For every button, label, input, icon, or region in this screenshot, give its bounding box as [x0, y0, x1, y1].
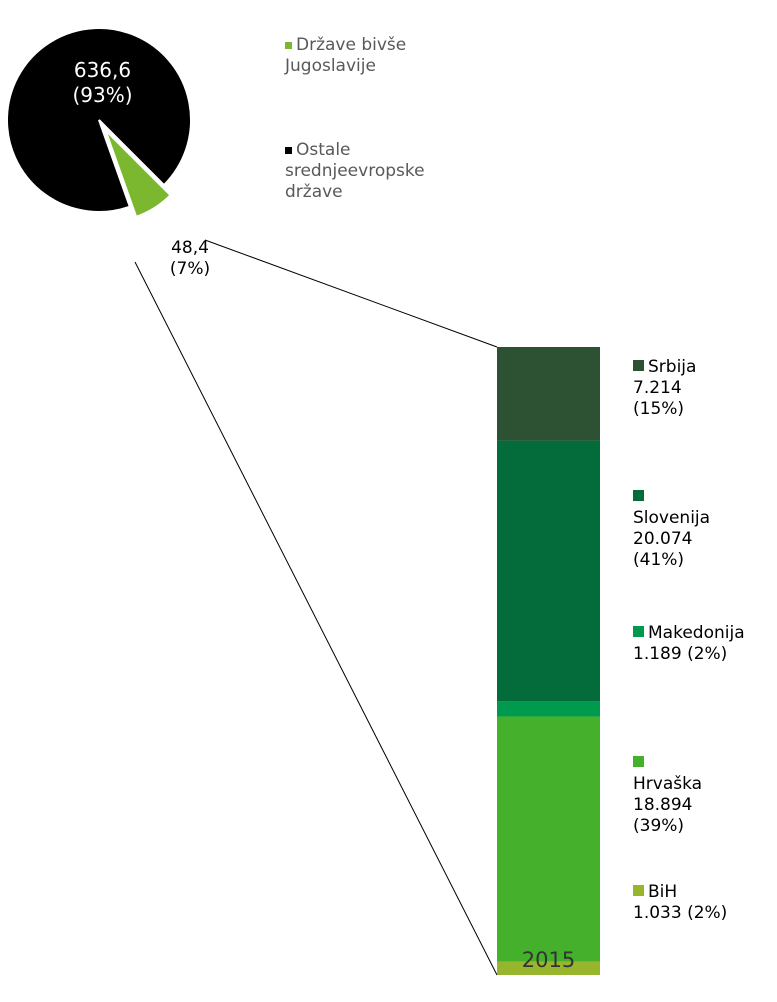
legend-label: Srbija [648, 357, 697, 377]
legend-item: Srbija 7.214 (15%) [633, 357, 713, 420]
legend-item: Makedonija 1.189 (2%) [633, 623, 773, 665]
legend-marker [633, 756, 644, 767]
legend-label: Države bivše Jugoslavije [285, 35, 407, 76]
legend-label: BiH [648, 882, 678, 902]
connector-line [134, 261, 498, 976]
bar-segment [497, 440, 600, 702]
value-text: 48,4 (7%) [169, 238, 211, 279]
value-label: 20.074 (41%) [633, 529, 693, 570]
x-tick-label: 2015 [477, 950, 620, 971]
bar-segment [497, 716, 600, 962]
value-label: 1.033 (2%) [633, 903, 728, 923]
legend-marker [633, 360, 644, 371]
pie-slice [104, 129, 172, 219]
value-text: 636,6 (93%) [72, 58, 133, 107]
legend-marker [285, 42, 292, 49]
connector-line [204, 239, 498, 348]
pie-slice [6, 27, 192, 213]
legend-label: Hrvaška [633, 774, 703, 794]
legend-item: Hrvaška 18.894 (39%) [633, 753, 713, 837]
value-label: 18.894 (39%) [633, 795, 693, 836]
legend-item: Slovenija 20.074 (41%) [633, 487, 723, 571]
bar-segment [497, 347, 600, 441]
legend-label: Slovenija [633, 508, 711, 528]
category-text: 2015 [521, 948, 576, 972]
legend-label: Makedonija [648, 623, 745, 643]
bar-segment [497, 701, 600, 717]
bar-segment [497, 961, 600, 975]
value-label: 1.189 (2%) [633, 644, 728, 664]
legend-item: BiH 1.033 (2%) [633, 882, 773, 924]
pie-value-label: 48,4 (7%) [150, 238, 230, 280]
legend-marker [633, 490, 644, 501]
legend-marker [285, 147, 292, 154]
legend-marker [633, 885, 644, 896]
value-label: 7.214 (15%) [633, 378, 685, 419]
legend-label: Ostale srednjeevropske države [285, 140, 425, 202]
legend-item: Ostale srednjeevropske države [285, 140, 485, 203]
legend-marker [633, 626, 644, 637]
pie-value-label: 636,6 (93%) [55, 58, 150, 108]
legend-item: Države bivše Jugoslavije [285, 35, 455, 77]
